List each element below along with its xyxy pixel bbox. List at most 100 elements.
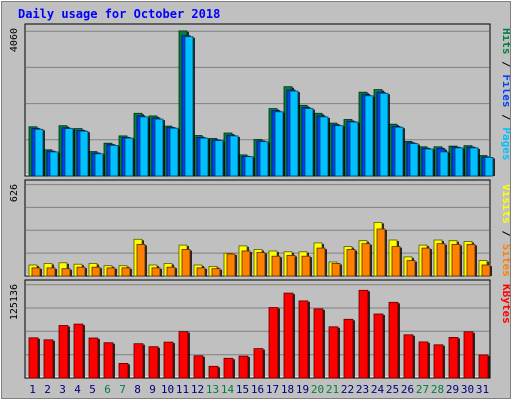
bar-pages-day-26 (409, 143, 419, 177)
legend-bottom: KBytes (500, 284, 512, 324)
day-label-20: 20 (311, 383, 324, 396)
bar-sites-day-19 (301, 255, 311, 277)
bar-kbytes-day-3 (58, 325, 69, 379)
day-label-13: 13 (206, 383, 219, 396)
day-label-19: 19 (296, 383, 309, 396)
bar-sites-day-5 (91, 266, 101, 277)
series-pages (34, 36, 495, 177)
day-label-5: 5 (89, 383, 96, 396)
legend-item-visits: Visits (500, 184, 512, 224)
bar-sites-day-28 (436, 243, 446, 277)
bar-kbytes-day-25 (388, 301, 399, 379)
bar-sites-day-3 (61, 268, 71, 277)
bar-kbytes-day-27 (418, 341, 429, 379)
bar-kbytes-day-13 (208, 365, 219, 379)
day-label-6: 6 (104, 383, 111, 396)
day-label-18: 18 (281, 383, 294, 396)
bar-pages-day-27 (424, 148, 434, 177)
legend-separator: / (500, 108, 512, 128)
day-label-31: 31 (476, 383, 489, 396)
day-label-14: 14 (221, 383, 235, 396)
bar-kbytes-day-24 (373, 313, 384, 379)
panel-middle: 626 Visits / Sites (9, 179, 512, 277)
bar-kbytes-day-14 (223, 357, 234, 379)
bar-pages-day-14 (229, 135, 239, 177)
day-label-21: 21 (326, 383, 339, 396)
legend-separator: / (500, 224, 512, 244)
bar-sites-day-30 (466, 243, 476, 277)
bar-sites-day-17 (271, 255, 281, 277)
bar-kbytes-day-15 (238, 355, 249, 379)
bar-sites-day-14 (226, 253, 236, 277)
bar-pages-day-24 (379, 92, 389, 177)
bar-kbytes-day-1 (28, 337, 39, 379)
bar-pages-day-8 (139, 116, 149, 177)
day-label-11: 11 (176, 383, 189, 396)
series-sites (31, 228, 492, 277)
bar-pages-day-20 (319, 116, 329, 177)
bar-kbytes-day-10 (163, 341, 174, 379)
day-label-29: 29 (446, 383, 459, 396)
day-label-10: 10 (161, 383, 174, 396)
bar-pages-day-6 (109, 144, 119, 177)
day-label-16: 16 (251, 383, 264, 396)
bar-kbytes-day-2 (43, 339, 54, 379)
day-label-15: 15 (236, 383, 249, 396)
chart-title: Daily usage for October 2018 (18, 7, 220, 21)
bar-pages-day-23 (364, 95, 374, 177)
bar-pages-day-5 (94, 153, 104, 177)
chart-panels: 4060 Hits / Files / Pages 626 Visits / Site… (9, 23, 512, 379)
day-label-7: 7 (119, 383, 126, 396)
bar-kbytes-day-20 (313, 308, 324, 379)
bar-sites-day-16 (256, 252, 266, 277)
legend-item-kbytes: KBytes (500, 284, 512, 324)
day-label-9: 9 (149, 383, 156, 396)
bar-kbytes-day-4 (73, 323, 84, 379)
bar-kbytes-day-7 (118, 362, 129, 379)
bar-kbytes-day-31 (478, 354, 489, 379)
bar-pages-day-2 (49, 151, 59, 177)
bar-kbytes-day-11 (178, 331, 189, 379)
bar-sites-day-2 (46, 267, 56, 277)
bar-sites-day-15 (241, 250, 251, 277)
bar-sites-day-9 (151, 267, 161, 277)
bar-pages-day-15 (244, 156, 254, 177)
bar-pages-day-31 (484, 156, 494, 177)
bar-kbytes-day-17 (268, 307, 279, 379)
bar-sites-day-20 (316, 247, 326, 277)
bar-sites-day-31 (481, 264, 491, 277)
bar-sites-day-27 (421, 247, 431, 277)
bar-pages-day-17 (274, 111, 284, 177)
bar-pages-day-12 (199, 137, 209, 177)
bar-sites-day-12 (196, 267, 206, 277)
bar-pages-day-11 (184, 36, 194, 177)
bar-kbytes-day-8 (133, 343, 144, 379)
bar-pages-day-13 (214, 140, 224, 177)
day-label-25: 25 (386, 383, 399, 396)
bar-sites-day-21 (331, 263, 341, 277)
day-label-1: 1 (29, 383, 36, 396)
bar-pages-day-28 (439, 151, 449, 177)
bar-pages-day-25 (394, 126, 404, 177)
day-label-26: 26 (401, 383, 414, 396)
bar-pages-day-16 (259, 141, 269, 177)
bar-kbytes-day-16 (253, 348, 264, 379)
bar-kbytes-day-29 (448, 336, 459, 379)
bar-kbytes-day-23 (358, 289, 369, 379)
day-label-3: 3 (59, 383, 66, 396)
day-label-30: 30 (461, 383, 474, 396)
bar-sites-day-1 (31, 267, 41, 277)
bar-kbytes-day-19 (298, 300, 309, 379)
bar-sites-day-23 (361, 243, 371, 277)
legend-item-pages: Pages (500, 127, 512, 160)
bar-pages-day-22 (349, 121, 359, 177)
bar-sites-day-29 (451, 243, 461, 277)
y-max-label-middle: 626 (9, 184, 20, 202)
bar-pages-day-4 (79, 130, 89, 177)
day-label-17: 17 (266, 383, 279, 396)
bar-pages-day-29 (454, 147, 464, 177)
bar-sites-day-18 (286, 254, 296, 277)
